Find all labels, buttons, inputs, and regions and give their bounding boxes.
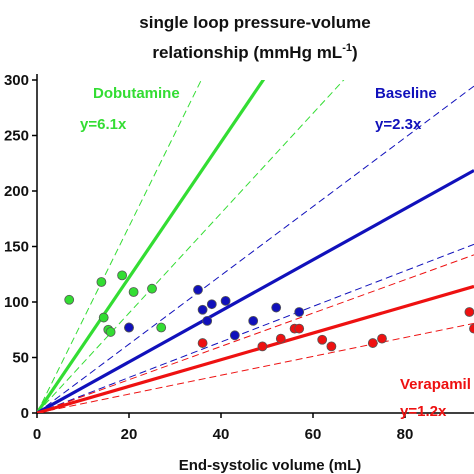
verapamil-point [197, 338, 208, 348]
baseline-ci-line-upper [37, 85, 474, 413]
dobutamine-point [96, 277, 107, 287]
chart-title-line2: relationship (mmHg mL-1) [152, 42, 357, 62]
chart-title-line2-text: relationship (mmHg mL [152, 43, 342, 62]
dobutamine-legend-label: Dobutamine [93, 85, 180, 102]
dobutamine-point [105, 327, 116, 337]
verapamil-regression-line [37, 284, 474, 413]
baseline-point [271, 302, 282, 313]
baseline-point [220, 295, 231, 306]
x-axis-label: End-systolic volume (mL) [179, 457, 362, 474]
x-tick-label: 0 [33, 426, 41, 443]
baseline-ci-line-lower [37, 243, 474, 413]
baseline-regression-line [37, 169, 474, 413]
verapamil-point [326, 341, 337, 352]
y-tick-label: 250 [4, 128, 29, 145]
baseline-point [206, 299, 217, 310]
verapamil-point [367, 338, 378, 348]
y-tick-label: 100 [4, 294, 29, 311]
dobutamine-point [64, 294, 75, 305]
y-tick-label: 300 [4, 72, 29, 89]
plot-area: 0 50 100 150 200 250 300 0 20 40 60 80 Dobutamine y=6… [4, 72, 474, 443]
dobutamine-point [98, 312, 109, 323]
dobutamine-regression-line [37, 80, 266, 413]
chart-title-close: ) [352, 43, 358, 62]
verapamil-point [469, 323, 474, 334]
baseline-legend-label: Baseline [375, 85, 437, 102]
verapamil-ci-line-upper [37, 254, 474, 413]
chart-title-superscript: -1 [342, 42, 352, 54]
y-tick-label: 0 [21, 405, 29, 422]
baseline-point [294, 307, 305, 317]
dobutamine-point [117, 270, 127, 281]
dobutamine-point [147, 283, 157, 294]
verapamil-legend-label: Verapamil [400, 376, 471, 393]
y-tick-label: 150 [4, 239, 29, 256]
chart-title-line1: single loop pressure-volume [139, 13, 370, 32]
verapamil-equation-label: y=1.2x [400, 403, 447, 420]
dobutamine-equation-label: y=6.1x [80, 116, 127, 133]
verapamil-point [464, 307, 474, 317]
dobutamine-ci-line-lower [37, 80, 345, 413]
verapamil-point [317, 334, 328, 345]
verapamil-ci-line-lower [37, 322, 474, 413]
y-tick-label: 50 [12, 350, 29, 367]
dobutamine-point [128, 287, 139, 297]
x-tick-label: 80 [397, 426, 414, 443]
baseline-point [193, 284, 203, 295]
baseline-point [229, 330, 240, 341]
series-layer [37, 80, 474, 413]
baseline-point [124, 322, 134, 333]
baseline-point [202, 315, 213, 326]
baseline-point [248, 315, 259, 326]
y-tick-label: 200 [4, 183, 29, 200]
verapamil-point [377, 333, 387, 344]
x-tick-label: 60 [305, 426, 322, 443]
verapamil-point [275, 333, 286, 344]
baseline-point [197, 304, 208, 315]
dobutamine-point [156, 322, 167, 333]
verapamil-point [257, 341, 268, 352]
x-tick-label: 40 [213, 426, 230, 443]
baseline-equation-label: y=2.3x [375, 116, 422, 133]
x-tick-label: 20 [121, 426, 138, 443]
verapamil-point [294, 323, 305, 334]
